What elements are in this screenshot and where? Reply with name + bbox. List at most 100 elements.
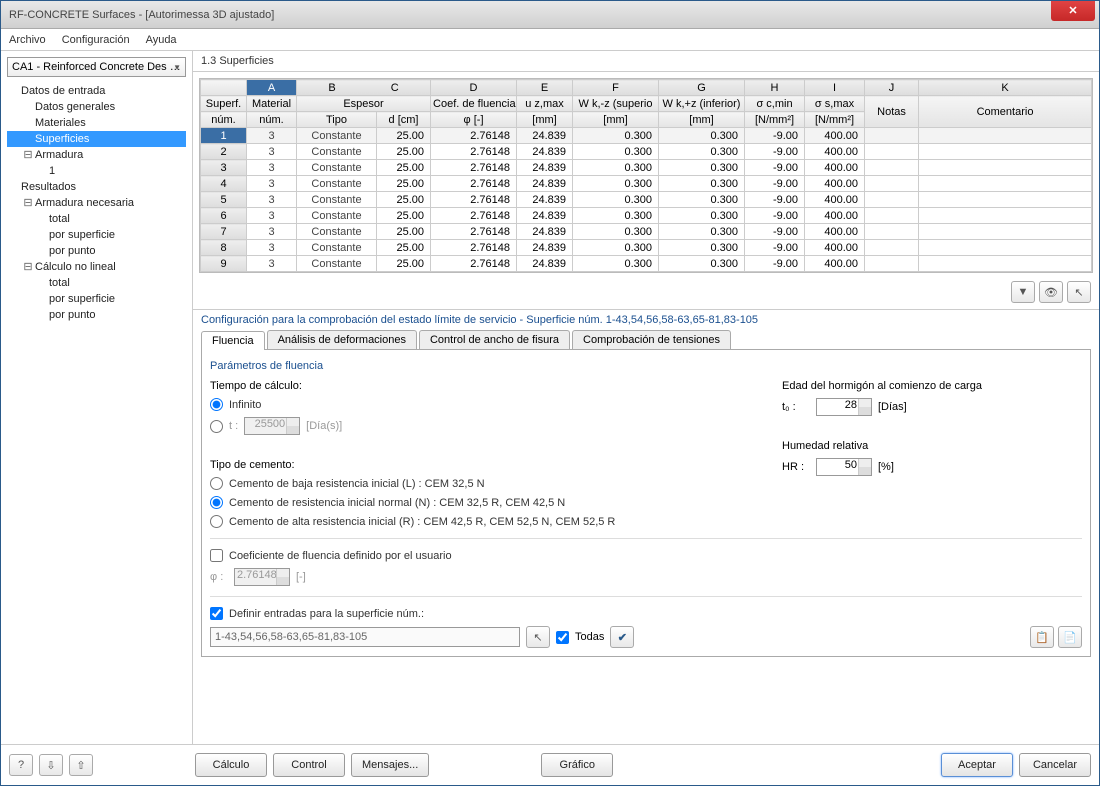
tab-control[interactable]: Control de ancho de fisura bbox=[419, 330, 570, 349]
cell-material[interactable]: 3 bbox=[247, 208, 297, 224]
cell-phi[interactable]: 2.76148 bbox=[431, 208, 517, 224]
row-header[interactable]: 3 bbox=[201, 160, 247, 176]
export-icon[interactable]: ⇧ bbox=[69, 754, 93, 776]
cell-d[interactable]: 25.00 bbox=[377, 208, 431, 224]
table-row[interactable]: 63Constante25.002.7614824.8390.3000.300-… bbox=[201, 208, 1092, 224]
cell-tipo[interactable]: Constante bbox=[297, 176, 377, 192]
collapse-icon[interactable]: ⊟ bbox=[23, 147, 33, 163]
cell-coment[interactable] bbox=[919, 160, 1092, 176]
col-I[interactable]: I bbox=[805, 80, 865, 96]
check-definir[interactable] bbox=[210, 607, 223, 620]
radio-cem-l[interactable] bbox=[210, 477, 223, 490]
col-BC[interactable]: B C bbox=[297, 80, 431, 96]
paste-settings-icon[interactable]: 📄 bbox=[1058, 626, 1082, 648]
cell-sc[interactable]: -9.00 bbox=[745, 256, 805, 272]
cell-wk1[interactable]: 0.300 bbox=[573, 128, 659, 144]
cell-d[interactable]: 25.00 bbox=[377, 224, 431, 240]
cell-d[interactable]: 25.00 bbox=[377, 176, 431, 192]
cell-material[interactable]: 3 bbox=[247, 144, 297, 160]
table-row[interactable]: 93Constante25.002.7614824.8390.3000.300-… bbox=[201, 256, 1092, 272]
cell-uz[interactable]: 24.839 bbox=[517, 208, 573, 224]
cell-notas[interactable] bbox=[865, 240, 919, 256]
spinner-t0[interactable]: 28 bbox=[816, 398, 872, 416]
cell-ss[interactable]: 400.00 bbox=[805, 192, 865, 208]
tree-armadura-1[interactable]: 1 bbox=[7, 163, 186, 179]
cell-tipo[interactable]: Constante bbox=[297, 240, 377, 256]
cell-sc[interactable]: -9.00 bbox=[745, 208, 805, 224]
tree-an-total[interactable]: total bbox=[7, 211, 186, 227]
cell-wk1[interactable]: 0.300 bbox=[573, 144, 659, 160]
menu-archivo[interactable]: Archivo bbox=[9, 34, 46, 46]
cell-coment[interactable] bbox=[919, 240, 1092, 256]
cell-d[interactable]: 25.00 bbox=[377, 192, 431, 208]
tree-materiales[interactable]: Materiales bbox=[7, 115, 186, 131]
cell-phi[interactable]: 2.76148 bbox=[431, 144, 517, 160]
spinner-hr[interactable]: 50 bbox=[816, 458, 872, 476]
table-row[interactable]: 73Constante25.002.7614824.8390.3000.300-… bbox=[201, 224, 1092, 240]
cell-wk2[interactable]: 0.300 bbox=[659, 224, 745, 240]
btn-calculo[interactable]: Cálculo bbox=[195, 753, 267, 777]
tree-nl-total[interactable]: total bbox=[7, 275, 186, 291]
case-combo[interactable]: CA1 - Reinforced Concrete Des … bbox=[7, 57, 186, 77]
tree-datos-entrada[interactable]: Datos de entrada bbox=[7, 83, 186, 99]
cell-tipo[interactable]: Constante bbox=[297, 256, 377, 272]
cell-sc[interactable]: -9.00 bbox=[745, 240, 805, 256]
cell-material[interactable]: 3 bbox=[247, 192, 297, 208]
cell-coment[interactable] bbox=[919, 176, 1092, 192]
row-header[interactable]: 8 bbox=[201, 240, 247, 256]
btn-control[interactable]: Control bbox=[273, 753, 345, 777]
cell-coment[interactable] bbox=[919, 224, 1092, 240]
cell-wk1[interactable]: 0.300 bbox=[573, 240, 659, 256]
tree-an-superficie[interactable]: por superficie bbox=[7, 227, 186, 243]
cell-wk1[interactable]: 0.300 bbox=[573, 160, 659, 176]
row-header[interactable]: 6 bbox=[201, 208, 247, 224]
eye-icon[interactable]: 👁 bbox=[1039, 281, 1063, 303]
row-header[interactable]: 7 bbox=[201, 224, 247, 240]
cell-notas[interactable] bbox=[865, 176, 919, 192]
cell-notas[interactable] bbox=[865, 256, 919, 272]
col-H[interactable]: H bbox=[745, 80, 805, 96]
col-E[interactable]: E bbox=[517, 80, 573, 96]
cell-wk2[interactable]: 0.300 bbox=[659, 128, 745, 144]
cell-ss[interactable]: 400.00 bbox=[805, 144, 865, 160]
col-G[interactable]: G bbox=[659, 80, 745, 96]
cell-sc[interactable]: -9.00 bbox=[745, 176, 805, 192]
cell-notas[interactable] bbox=[865, 160, 919, 176]
table-row[interactable]: 33Constante25.002.7614824.8390.3000.300-… bbox=[201, 160, 1092, 176]
radio-infinito[interactable] bbox=[210, 398, 223, 411]
radio-cem-r[interactable] bbox=[210, 515, 223, 528]
table-row[interactable]: 13Constante25.002.7614824.8390.3000.300-… bbox=[201, 128, 1092, 144]
table-row[interactable]: 43Constante25.002.7614824.8390.3000.300-… bbox=[201, 176, 1092, 192]
cell-phi[interactable]: 2.76148 bbox=[431, 176, 517, 192]
cell-sc[interactable]: -9.00 bbox=[745, 128, 805, 144]
btn-mensajes[interactable]: Mensajes... bbox=[351, 753, 429, 777]
cell-wk2[interactable]: 0.300 bbox=[659, 192, 745, 208]
cell-phi[interactable]: 2.76148 bbox=[431, 256, 517, 272]
cell-d[interactable]: 25.00 bbox=[377, 256, 431, 272]
table-row[interactable]: 83Constante25.002.7614824.8390.3000.300-… bbox=[201, 240, 1092, 256]
import-icon[interactable]: ⇩ bbox=[39, 754, 63, 776]
cell-wk2[interactable]: 0.300 bbox=[659, 240, 745, 256]
btn-cancelar[interactable]: Cancelar bbox=[1019, 753, 1091, 777]
cell-ss[interactable]: 400.00 bbox=[805, 256, 865, 272]
cell-wk1[interactable]: 0.300 bbox=[573, 208, 659, 224]
cell-material[interactable]: 3 bbox=[247, 128, 297, 144]
table-row[interactable]: 23Constante25.002.7614824.8390.3000.300-… bbox=[201, 144, 1092, 160]
cell-d[interactable]: 25.00 bbox=[377, 128, 431, 144]
cell-phi[interactable]: 2.76148 bbox=[431, 128, 517, 144]
cell-d[interactable]: 25.00 bbox=[377, 144, 431, 160]
check-coef-usuario[interactable] bbox=[210, 549, 223, 562]
cell-tipo[interactable]: Constante bbox=[297, 144, 377, 160]
tab-tensiones[interactable]: Comprobación de tensiones bbox=[572, 330, 731, 349]
cell-tipo[interactable]: Constante bbox=[297, 192, 377, 208]
row-header[interactable]: 9 bbox=[201, 256, 247, 272]
spinner-phi[interactable]: 2.76148 bbox=[234, 568, 290, 586]
cell-tipo[interactable]: Constante bbox=[297, 224, 377, 240]
cell-coment[interactable] bbox=[919, 144, 1092, 160]
cell-material[interactable]: 3 bbox=[247, 224, 297, 240]
tree-nl-punto[interactable]: por punto bbox=[7, 307, 186, 323]
cell-ss[interactable]: 400.00 bbox=[805, 128, 865, 144]
cell-coment[interactable] bbox=[919, 192, 1092, 208]
cell-sc[interactable]: -9.00 bbox=[745, 160, 805, 176]
apply-check-icon[interactable]: ✔ bbox=[610, 626, 634, 648]
